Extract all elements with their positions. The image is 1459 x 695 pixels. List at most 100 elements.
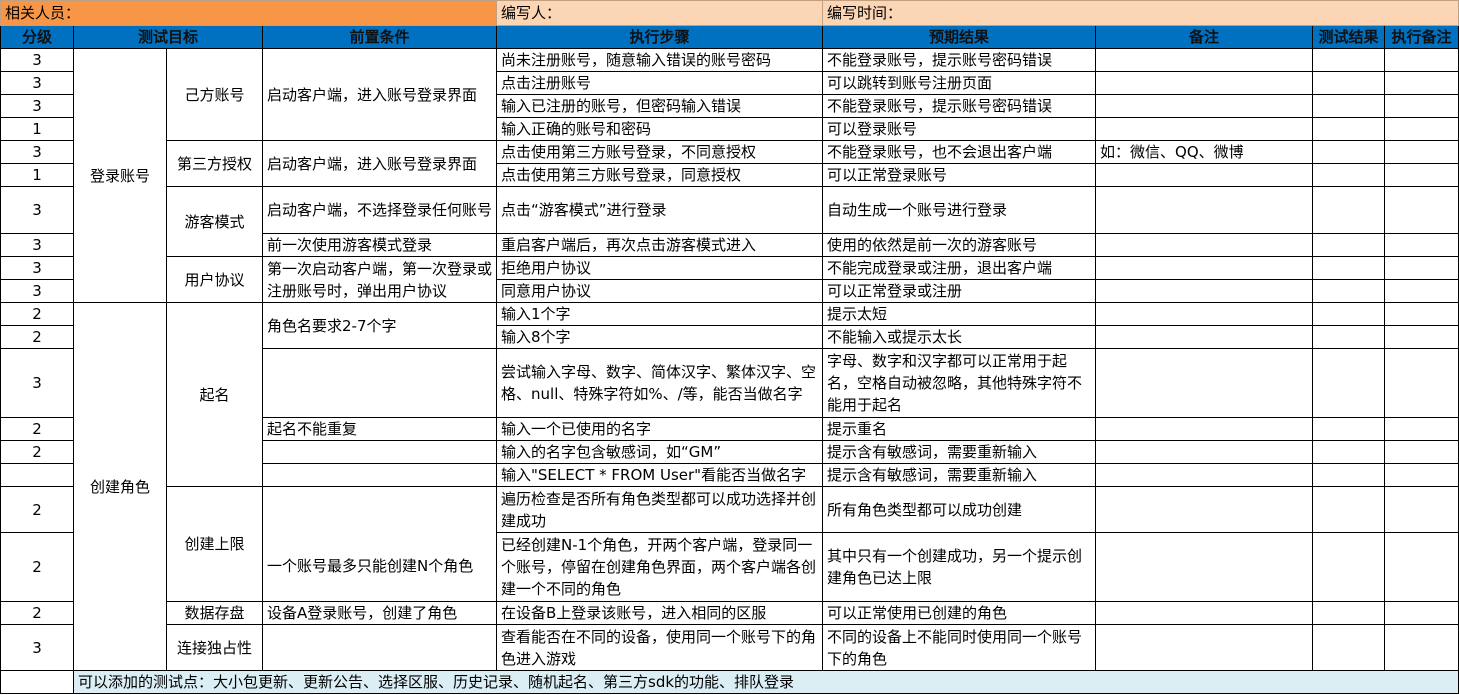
precondition-cell[interactable] <box>261 348 498 418</box>
grade-cell[interactable]: 3 <box>0 279 74 303</box>
test-result-cell[interactable] <box>1312 624 1386 671</box>
note-cell[interactable] <box>1095 186 1314 234</box>
step-cell[interactable]: 输入"SELECT * FROM User"看能否当做名字 <box>496 463 824 487</box>
note-cell[interactable] <box>1095 532 1314 602</box>
precondition-cell[interactable]: 第一次启动客户端，第一次登录或注册账号时，弹出用户协议 <box>261 256 498 303</box>
grade-cell[interactable]: 3 <box>0 140 74 164</box>
grade-cell[interactable]: 1 <box>0 117 74 141</box>
grade-cell[interactable]: 3 <box>0 48 74 72</box>
exec-note-cell[interactable] <box>1384 417 1459 441</box>
test-result-cell[interactable] <box>1312 71 1386 95</box>
expected-cell[interactable]: 可以跳转到账号注册页面 <box>822 71 1097 95</box>
grade-cell[interactable]: 2 <box>0 325 74 349</box>
expected-cell[interactable]: 可以登录账号 <box>822 117 1097 141</box>
note-cell[interactable] <box>1095 601 1314 625</box>
test-result-cell[interactable] <box>1312 256 1386 280</box>
grade-cell[interactable]: 2 <box>0 532 74 602</box>
exec-note-cell[interactable] <box>1384 71 1459 95</box>
note-cell[interactable] <box>1095 486 1314 533</box>
exec-note-cell[interactable] <box>1384 624 1459 671</box>
precondition-cell[interactable] <box>261 463 498 487</box>
subgoal-cell[interactable]: 己方账号 <box>166 48 263 141</box>
exec-note-cell[interactable] <box>1384 486 1459 533</box>
test-result-cell[interactable] <box>1312 325 1386 349</box>
expected-cell[interactable]: 自动生成一个账号进行登录 <box>822 186 1097 234</box>
precondition-cell[interactable]: 设备A登录账号，创建了角色 <box>261 601 498 625</box>
expected-cell[interactable]: 提示含有敏感词，需要重新输入 <box>822 463 1097 487</box>
header-goal[interactable]: 测试目标 <box>73 25 263 49</box>
header-expected[interactable]: 预期结果 <box>822 25 1097 49</box>
exec-note-cell[interactable] <box>1384 279 1459 303</box>
note-cell[interactable] <box>1095 348 1314 418</box>
grade-cell[interactable]: 2 <box>0 417 74 441</box>
header-step[interactable]: 执行步骤 <box>496 25 824 49</box>
step-cell[interactable]: 拒绝用户协议 <box>496 256 824 280</box>
step-cell[interactable]: 同意用户协议 <box>496 279 824 303</box>
expected-cell[interactable]: 不能输入或提示太长 <box>822 325 1097 349</box>
grade-cell[interactable]: 3 <box>0 624 74 671</box>
test-result-cell[interactable] <box>1312 486 1386 533</box>
step-cell[interactable]: 输入8个字 <box>496 325 824 349</box>
footer-grade-cell[interactable] <box>0 670 74 694</box>
expected-cell[interactable]: 字母、数字和汉字都可以正常用于起名，空格自动被忽略，其他特殊字符不能用于起名 <box>822 348 1097 418</box>
subgoal-cell[interactable]: 数据存盘 <box>166 601 263 625</box>
note-cell[interactable] <box>1095 117 1314 141</box>
exec-note-cell[interactable] <box>1384 256 1459 280</box>
step-cell[interactable]: 已经创建N-1个角色，开两个客户端，登录同一个账号，停留在创建角色界面，两个客户… <box>496 532 824 602</box>
step-cell[interactable]: 重启客户端后，再次点击游客模式进入 <box>496 233 824 257</box>
exec-note-cell[interactable] <box>1384 233 1459 257</box>
grade-cell[interactable]: 3 <box>0 186 74 234</box>
precondition-cell[interactable] <box>261 624 498 671</box>
exec-note-cell[interactable] <box>1384 186 1459 234</box>
note-cell[interactable] <box>1095 256 1314 280</box>
expected-cell[interactable]: 提示含有敏感词，需要重新输入 <box>822 440 1097 464</box>
exec-note-cell[interactable] <box>1384 348 1459 418</box>
precondition-cell[interactable] <box>261 440 498 464</box>
precondition-cell[interactable]: 前一次使用游客模式登录 <box>261 233 498 257</box>
precondition-cell[interactable]: 起名不能重复 <box>261 417 498 441</box>
time-cell[interactable]: 编写时间： <box>822 0 1459 26</box>
test-result-cell[interactable] <box>1312 302 1386 326</box>
note-cell[interactable] <box>1095 624 1314 671</box>
test-result-cell[interactable] <box>1312 601 1386 625</box>
goal-cell[interactable]: 登录账号 <box>73 48 167 303</box>
subgoal-cell[interactable]: 游客模式 <box>166 186 263 257</box>
header-grade[interactable]: 分级 <box>0 25 74 49</box>
step-cell[interactable]: 遍历检查是否所有角色类型都可以成功选择并创建成功 <box>496 486 824 533</box>
note-cell[interactable] <box>1095 71 1314 95</box>
note-cell[interactable] <box>1095 440 1314 464</box>
grade-cell[interactable]: 3 <box>0 71 74 95</box>
test-result-cell[interactable] <box>1312 163 1386 187</box>
subgoal-cell[interactable]: 连接独占性 <box>166 624 263 671</box>
note-cell[interactable] <box>1095 463 1314 487</box>
note-cell[interactable]: 如：微信、QQ、微博 <box>1095 140 1314 164</box>
expected-cell[interactable]: 不能完成登录或注册，退出客户端 <box>822 256 1097 280</box>
expected-cell[interactable]: 不能登录账号，也不会退出客户端 <box>822 140 1097 164</box>
exec-note-cell[interactable] <box>1384 117 1459 141</box>
step-cell[interactable]: 输入一个已使用的名字 <box>496 417 824 441</box>
exec-note-cell[interactable] <box>1384 48 1459 72</box>
expected-cell[interactable]: 可以正常登录账号 <box>822 163 1097 187</box>
test-result-cell[interactable] <box>1312 117 1386 141</box>
step-cell[interactable]: 在设备B上登录该账号，进入相同的区服 <box>496 601 824 625</box>
precondition-cell[interactable]: 角色名要求2-7个字 <box>261 302 498 349</box>
grade-cell[interactable]: 2 <box>0 302 74 326</box>
exec-note-cell[interactable] <box>1384 601 1459 625</box>
exec-note-cell[interactable] <box>1384 325 1459 349</box>
note-cell[interactable] <box>1095 279 1314 303</box>
footer-tip-cell[interactable]: 可以添加的测试点：大小包更新、更新公告、选择区服、历史记录、随机起名、第三方sd… <box>72 670 1459 694</box>
step-cell[interactable]: 点击使用第三方账号登录，不同意授权 <box>496 140 824 164</box>
grade-cell[interactable]: 2 <box>0 601 74 625</box>
note-cell[interactable] <box>1095 94 1314 118</box>
precondition-cell[interactable]: 启动客户端，不选择登录任何账号 <box>261 186 498 234</box>
exec-note-cell[interactable] <box>1384 463 1459 487</box>
expected-cell[interactable]: 提示重名 <box>822 417 1097 441</box>
header-test-result[interactable]: 测试结果 <box>1312 25 1386 49</box>
precondition-cell[interactable]: 一个账号最多只能创建N个角色 <box>261 486 498 602</box>
exec-note-cell[interactable] <box>1384 163 1459 187</box>
expected-cell[interactable]: 提示太短 <box>822 302 1097 326</box>
expected-cell[interactable]: 不能登录账号，提示账号密码错误 <box>822 94 1097 118</box>
expected-cell[interactable]: 不同的设备上不能同时使用同一个账号下的角色 <box>822 624 1097 671</box>
exec-note-cell[interactable] <box>1384 94 1459 118</box>
step-cell[interactable]: 点击使用第三方账号登录，同意授权 <box>496 163 824 187</box>
